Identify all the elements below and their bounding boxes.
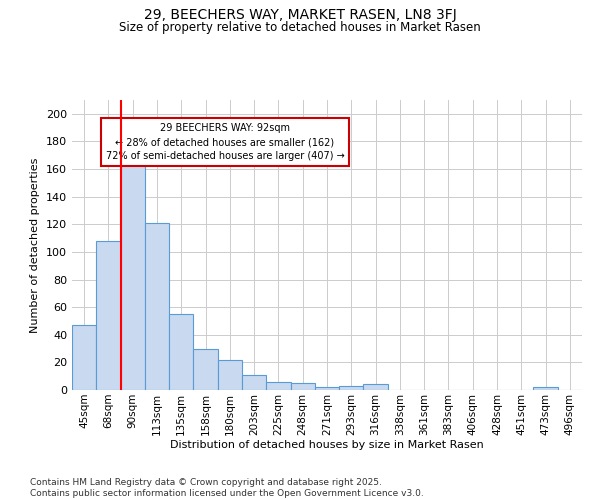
Bar [242, 375, 266, 390]
Bar [266, 382, 290, 390]
Bar [364, 384, 388, 390]
Bar [290, 383, 315, 390]
Y-axis label: Number of detached properties: Number of detached properties [31, 158, 40, 332]
Text: 29, BEECHERS WAY, MARKET RASEN, LN8 3FJ: 29, BEECHERS WAY, MARKET RASEN, LN8 3FJ [143, 8, 457, 22]
Text: Size of property relative to detached houses in Market Rasen: Size of property relative to detached ho… [119, 21, 481, 34]
Bar [72, 325, 96, 390]
Text: Contains HM Land Registry data © Crown copyright and database right 2025.
Contai: Contains HM Land Registry data © Crown c… [30, 478, 424, 498]
Bar [533, 387, 558, 390]
Bar [315, 387, 339, 390]
Bar [121, 158, 145, 390]
Bar [218, 360, 242, 390]
Bar [96, 241, 121, 390]
X-axis label: Distribution of detached houses by size in Market Rasen: Distribution of detached houses by size … [170, 440, 484, 450]
Bar [339, 386, 364, 390]
Bar [169, 314, 193, 390]
Bar [193, 348, 218, 390]
Bar [145, 223, 169, 390]
Text: 29 BEECHERS WAY: 92sqm
← 28% of detached houses are smaller (162)
72% of semi-de: 29 BEECHERS WAY: 92sqm ← 28% of detached… [106, 123, 344, 161]
